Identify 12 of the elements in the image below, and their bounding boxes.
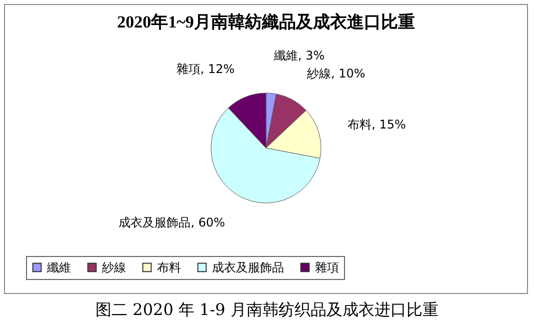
legend-label: 布料 [157,260,181,274]
data-label: 布料, 15% [348,117,406,132]
data-label: 纖維, 3% [273,48,325,62]
data-label: 雜項, 12% [176,62,235,76]
legend-label: 雜項 [315,260,339,274]
data-label: 成衣及服飾品, 60% [118,215,226,230]
legend-label: 紗線 [102,260,126,274]
text: 图二 2020 年 1-9 月南韩纺织品及成衣进口比重 [94,300,440,321]
legend-label: 纖維 [46,260,71,274]
data-label: 紗線, 10% [306,66,366,81]
legend-label: 成衣及服飾品 [212,260,284,274]
chart-title: 2020年1~9月南韓紡織品及成衣進口比重 [117,12,415,32]
